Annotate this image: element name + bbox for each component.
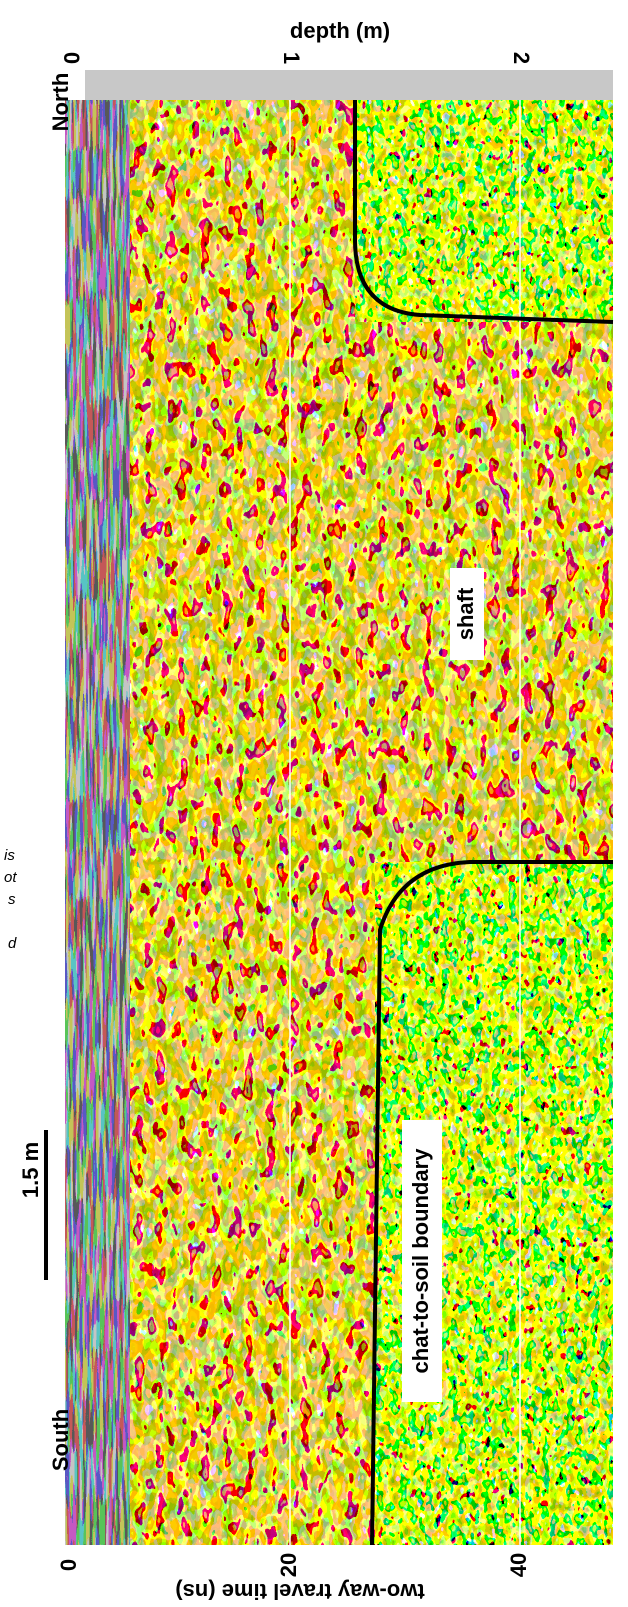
- tick-label: 0: [56, 1559, 81, 1571]
- end-label: North: [48, 73, 73, 132]
- end-label: South: [48, 1409, 73, 1471]
- caption-fragment: d: [8, 935, 17, 952]
- caption-fragment: s: [8, 891, 16, 908]
- tick-label: 20: [276, 1553, 301, 1577]
- scale-label: 1.5 m: [18, 1142, 43, 1198]
- tick-label: 40: [506, 1553, 531, 1577]
- tick-label: 1: [279, 52, 304, 64]
- tick-label: 2: [509, 52, 534, 64]
- soil-zone: [355, 100, 613, 322]
- radargram: [65, 70, 613, 1545]
- figure: depth (m) 0 1 2 0 20 40 two-way travel t…: [0, 0, 628, 1607]
- annotation: shaft: [453, 587, 478, 640]
- axis-title: two-way travel time (ns): [175, 1579, 424, 1604]
- tick-label: 0: [59, 52, 84, 64]
- caption-fragment: is: [4, 847, 15, 864]
- depth-scale-band: [85, 70, 613, 100]
- caption-fragment: ot: [4, 869, 17, 886]
- surface-strip: [65, 100, 130, 1545]
- annotation: chat-to-soil boundary: [408, 1148, 433, 1374]
- axis-title: depth (m): [290, 18, 390, 43]
